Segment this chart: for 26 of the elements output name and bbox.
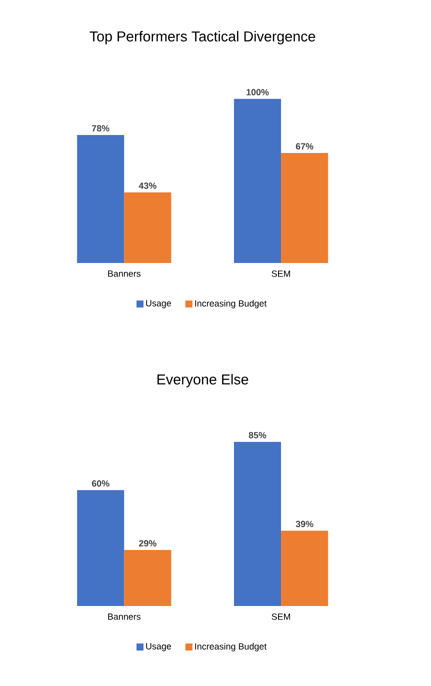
bar <box>281 153 328 263</box>
bar <box>124 192 172 263</box>
legend-label: Usage <box>146 300 172 308</box>
data-label: 29% <box>139 540 156 546</box>
x-tick-label: Banners <box>108 270 141 277</box>
legend-label: Increasing Budget <box>195 643 267 652</box>
bar <box>281 530 328 606</box>
bar <box>77 134 124 263</box>
bar <box>234 98 282 263</box>
x-tick-label: SEM <box>272 270 290 277</box>
chart-title: Everyone Else <box>158 374 248 388</box>
data-label: 67% <box>296 143 314 150</box>
bar <box>234 442 282 606</box>
data-label: 78% <box>92 125 110 132</box>
data-label: 85% <box>248 432 266 438</box>
bar <box>77 490 124 606</box>
data-label: 39% <box>296 520 314 528</box>
legend-label: Usage <box>146 643 172 652</box>
x-tick-label: SEM <box>272 614 290 620</box>
chart-title: Top Performers Tactical Divergence <box>90 30 316 44</box>
data-label: 100% <box>246 88 269 96</box>
data-label: 60% <box>92 480 110 487</box>
x-tick-label: Banners <box>108 614 141 620</box>
data-label: 43% <box>138 182 156 189</box>
bar <box>124 550 172 606</box>
legend-label: Increasing Budget <box>195 300 267 308</box>
